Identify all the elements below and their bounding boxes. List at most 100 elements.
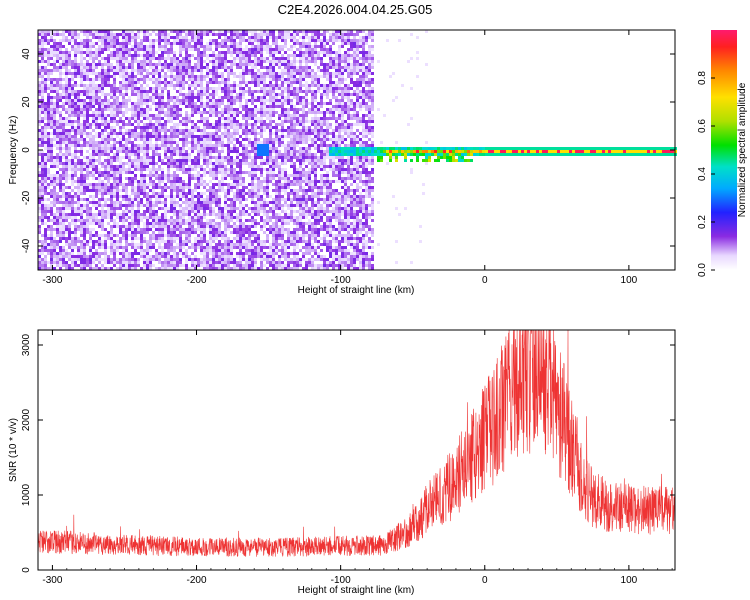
spectrogram-cell: [158, 108, 161, 111]
spectrogram-cell: [80, 108, 83, 111]
spectrogram-cell: [182, 144, 185, 147]
spectrogram-cell: [164, 207, 167, 210]
spectrogram-cell: [158, 36, 161, 39]
spectrogram-cell: [260, 180, 263, 183]
spectrogram-cell: [86, 171, 89, 174]
spectrogram-cell: [86, 60, 89, 63]
spectrogram-cell: [77, 246, 80, 249]
spectrogram-cell: [239, 60, 242, 63]
spectrogram-cell: [263, 99, 266, 102]
spectrogram-cell: [224, 204, 227, 207]
spectrogram-cell: [140, 138, 143, 141]
spectrogram-cell: [137, 162, 140, 165]
spectrogram-cell: [125, 108, 128, 111]
spectrogram-cell: [221, 186, 224, 189]
spectrogram-cell: [209, 147, 212, 150]
spectrogram-cell: [221, 177, 224, 180]
spectrogram-cell: [59, 39, 62, 42]
spectrogram-cell: [92, 72, 95, 75]
spectrogram-cell: [74, 237, 77, 240]
spectrogram-cell: [41, 204, 44, 207]
spectrogram-cell: [266, 48, 269, 51]
spectrogram-cell: [161, 102, 164, 105]
spectrogram-cell: [44, 111, 47, 114]
spectrogram-cell: [95, 135, 98, 138]
spectrogram-cell: [251, 168, 254, 171]
spectrogram-cell: [47, 144, 50, 147]
spectrogram-cell: [164, 111, 167, 114]
spectrogram-cell: [152, 246, 155, 249]
spectrogram-cell: [86, 240, 89, 243]
spectrogram-cell: [38, 150, 41, 153]
spectrogram-cell: [257, 117, 260, 120]
spectrogram-cell: [44, 51, 47, 54]
spectrogram-cell: [92, 81, 95, 84]
spectrogram-cell: [98, 36, 101, 39]
spectrogram-cell: [59, 66, 62, 69]
spectrogram-cell: [206, 156, 209, 159]
spectrogram-cell: [41, 48, 44, 51]
spectrogram-cell: [110, 75, 113, 78]
spectrogram-cell: [41, 267, 44, 270]
spectrogram-cell: [185, 42, 188, 45]
spectrogram-cell: [125, 213, 128, 216]
spectrogram-cell: [242, 246, 245, 249]
spectrogram-cell: [83, 183, 86, 186]
spectrogram-cell: [218, 96, 221, 99]
spectrogram-cell: [170, 255, 173, 258]
spectrogram-cell: [107, 183, 110, 186]
spectrogram-cell: [131, 78, 134, 81]
spectrogram-cell: [65, 135, 68, 138]
spectrogram-cell: [191, 189, 194, 192]
spectrogram-cell: [101, 129, 104, 132]
spectrogram-cell: [179, 123, 182, 126]
spectrogram-cell: [257, 156, 260, 159]
spectrogram-cell: [182, 264, 185, 267]
spectrogram-cell: [143, 99, 146, 102]
spectrogram-cell: [53, 84, 56, 87]
spectrogram-cell: [143, 213, 146, 216]
spectrogram-cell: [245, 39, 248, 42]
spectrogram-cell: [245, 192, 248, 195]
spectrogram-cell: [83, 180, 86, 183]
spectrogram-cell: [206, 204, 209, 207]
spectrogram-cell: [41, 126, 44, 129]
spectrogram-cell: [179, 99, 182, 102]
spectrogram-cell: [131, 237, 134, 240]
spectrogram-cell: [134, 114, 137, 117]
spectrogram-cell: [170, 153, 173, 156]
spectrogram-cell: [143, 225, 146, 228]
spectrogram-cell: [269, 69, 272, 72]
spectrogram-cell: [41, 66, 44, 69]
spectrogram-cell: [116, 69, 119, 72]
spectrogram-cell: [137, 150, 140, 153]
spectrogram-cell: [215, 252, 218, 255]
spectrogram-cell: [122, 114, 125, 117]
spectrogram-cell: [128, 30, 131, 33]
spectrogram-cell: [83, 93, 86, 96]
spectrogram-cell: [68, 162, 71, 165]
spectrogram-cell: [239, 237, 242, 240]
spectrogram-cell: [170, 69, 173, 72]
spectrogram-cell: [179, 264, 182, 267]
spectrogram-cell: [266, 66, 269, 69]
spectrogram-cell: [248, 261, 251, 264]
spectrogram-cell: [230, 177, 233, 180]
spectrogram-cell: [182, 123, 185, 126]
spectrogram-cell: [80, 63, 83, 66]
spectrogram-cell: [140, 147, 143, 150]
spectrogram-cell: [266, 150, 269, 153]
spectrogram-cell: [203, 108, 206, 111]
spectrogram-cell: [65, 78, 68, 81]
spectrogram-cell: [149, 240, 152, 243]
spectrogram-cell: [71, 135, 74, 138]
spectrogram-cell: [167, 129, 170, 132]
spectrogram-cell: [146, 111, 149, 114]
spectrogram-cell: [227, 228, 230, 231]
spectrogram-cell: [164, 48, 167, 51]
spectrogram-cell: [203, 45, 206, 48]
spectrogram-cell: [173, 75, 176, 78]
spectrogram-cell: [110, 108, 113, 111]
spectrogram-cell: [113, 222, 116, 225]
spectrogram-cell: [212, 54, 215, 57]
